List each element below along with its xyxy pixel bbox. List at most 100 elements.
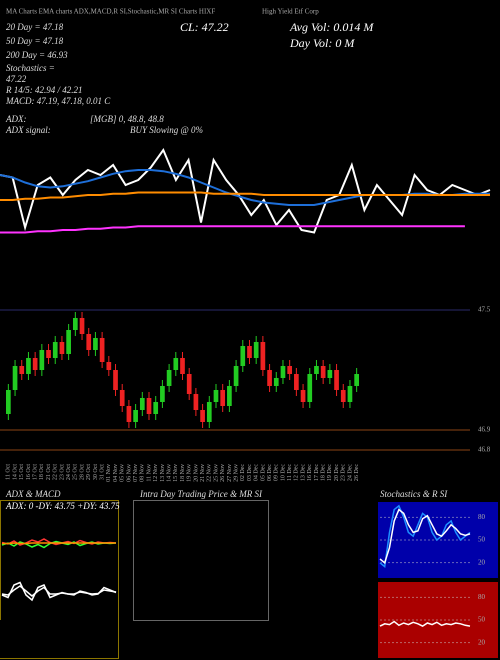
d50: 50 Day = 47.18 bbox=[6, 36, 64, 46]
series-line bbox=[0, 225, 465, 234]
y-tick-label: 80 bbox=[478, 593, 486, 601]
candle-body bbox=[119, 390, 125, 406]
candle-body bbox=[340, 390, 346, 402]
x-tick-label: 25 Nov bbox=[213, 464, 219, 482]
candle-body bbox=[93, 338, 98, 350]
candle-body bbox=[166, 370, 172, 386]
x-tick-label: 06 Dec bbox=[267, 464, 273, 481]
x-tick-label: 05 Nov bbox=[120, 464, 126, 482]
x-tick-label: 21 Nov bbox=[200, 464, 206, 482]
panel-bg bbox=[0, 620, 118, 658]
candle-body bbox=[300, 390, 306, 402]
candle-body bbox=[347, 386, 353, 402]
x-tick-label: 22 Oct bbox=[53, 464, 59, 480]
candle-body bbox=[233, 366, 239, 386]
candle-body bbox=[294, 374, 299, 390]
candle-body bbox=[354, 374, 359, 386]
x-tick-label: 11 Oct bbox=[6, 464, 12, 480]
candle-body bbox=[253, 342, 259, 358]
candle-body bbox=[52, 342, 58, 358]
y-tick-label: 50 bbox=[478, 616, 486, 624]
x-tick-label: 06 Nov bbox=[126, 464, 132, 482]
series-line bbox=[379, 508, 471, 565]
candle-body bbox=[320, 366, 326, 378]
x-tick-label: 14 Nov bbox=[166, 464, 172, 482]
x-tick-label: 19 Dec bbox=[327, 464, 333, 481]
candle-body bbox=[240, 346, 246, 366]
x-tick-label: 09 Dec bbox=[274, 464, 280, 481]
x-tick-label: 26 Dec bbox=[354, 464, 360, 481]
x-tick-label: 24 Oct bbox=[66, 464, 72, 480]
candle-body bbox=[287, 366, 293, 374]
candle-body bbox=[314, 366, 319, 374]
candle-body bbox=[59, 342, 65, 354]
x-tick-label: 30 Oct bbox=[93, 464, 99, 480]
candle-body bbox=[213, 390, 219, 402]
x-tick-label: 12 Nov bbox=[153, 464, 159, 482]
y-tick-label: 80 bbox=[478, 513, 486, 521]
candle-body bbox=[220, 390, 226, 406]
company: High Yield Etf Corp bbox=[262, 8, 319, 16]
close: CL: 47.22 bbox=[180, 20, 229, 34]
candle-body bbox=[106, 362, 112, 370]
x-tick-label: 26 Nov bbox=[220, 464, 226, 482]
macd: MACD: 47.19, 47.18, 0.01 C bbox=[5, 96, 111, 106]
avg-vol: Avg Vol: 0.014 M bbox=[289, 20, 374, 34]
x-tick-label: 04 Dec bbox=[254, 464, 260, 481]
x-tick-label: 20 Dec bbox=[334, 464, 340, 481]
x-tick-label: 03 Dec bbox=[247, 464, 253, 481]
candle-body bbox=[46, 350, 51, 358]
x-tick-label: 11 Dec bbox=[287, 464, 293, 481]
x-tick-label: 22 Nov bbox=[207, 464, 213, 482]
x-tick-label: 23 Dec bbox=[341, 464, 347, 481]
adx-mgb: [MGB] 0, 48.8, 48.8 bbox=[90, 114, 164, 124]
y-tick-label: 46.8 bbox=[478, 446, 491, 454]
y-tick-label: 46.9 bbox=[478, 426, 491, 434]
candle-body bbox=[139, 398, 145, 410]
x-tick-label: 18 Nov bbox=[180, 464, 186, 482]
candle-body bbox=[66, 330, 71, 354]
candle-body bbox=[12, 366, 18, 390]
x-tick-label: 07 Nov bbox=[133, 464, 139, 482]
candle-body bbox=[200, 410, 205, 422]
candle-body bbox=[180, 358, 185, 374]
stoch-value: 47.22 bbox=[6, 74, 27, 84]
candle-body bbox=[72, 318, 78, 330]
site-header: MA Charts EMA charts ADX,MACD,R SI,Stoch… bbox=[6, 8, 215, 16]
candle-body bbox=[99, 338, 105, 362]
x-tick-label: 16 Dec bbox=[307, 464, 313, 481]
x-tick-label: 18 Dec bbox=[321, 464, 327, 481]
x-tick-label: 08 Nov bbox=[140, 464, 146, 482]
series-line bbox=[0, 191, 490, 201]
rsi: R 14/5: 42.94 / 42.21 bbox=[5, 85, 83, 95]
candle-body bbox=[227, 386, 232, 406]
x-tick-label: 31 Oct bbox=[99, 464, 105, 480]
x-tick-label: 10 Dec bbox=[280, 464, 286, 481]
panel-frame bbox=[0, 500, 119, 659]
candle-body bbox=[267, 370, 272, 386]
y-tick-label: 50 bbox=[478, 536, 486, 544]
x-tick-label: 02 Dec bbox=[240, 464, 246, 481]
series-line bbox=[2, 542, 116, 545]
x-tick-label: 11 Nov bbox=[146, 464, 152, 482]
x-tick-label: 18 Oct bbox=[39, 464, 45, 480]
candle-body bbox=[32, 358, 38, 370]
x-tick-label: 13 Nov bbox=[160, 464, 166, 482]
candle-body bbox=[26, 358, 31, 374]
adx-label: ADX: bbox=[5, 114, 27, 124]
candle-body bbox=[186, 374, 192, 394]
candle-body bbox=[160, 386, 165, 402]
x-tick-label: 15 Oct bbox=[19, 464, 25, 480]
candle-body bbox=[280, 366, 286, 378]
candle-body bbox=[39, 350, 45, 370]
candle-body bbox=[79, 318, 85, 334]
candle-body bbox=[153, 402, 159, 414]
candle-body bbox=[113, 370, 118, 390]
series-line bbox=[379, 620, 471, 627]
y-tick-label: 20 bbox=[478, 638, 486, 646]
candle-body bbox=[273, 378, 279, 386]
y-tick-label: 47.5 bbox=[478, 306, 491, 314]
x-tick-label: 21 Oct bbox=[46, 464, 52, 480]
panel-title: ADX & MACD bbox=[5, 489, 61, 499]
series-line bbox=[1, 585, 117, 597]
